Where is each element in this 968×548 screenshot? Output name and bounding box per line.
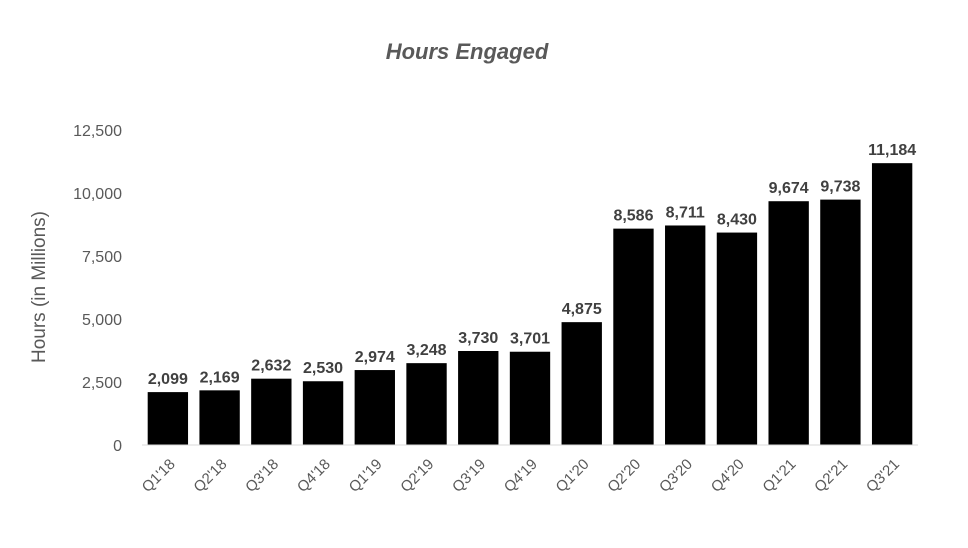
x-axis-tick-labels: Q1'18 Q2'18 Q3'18 Q4'18 Q1'19 Q2'19 Q3'19 Q4'19… — [139, 456, 903, 496]
data-label: 3,730 — [458, 330, 498, 347]
bar — [820, 199, 861, 445]
data-label: 11,184 — [868, 142, 916, 159]
y-tick-label: 2,500 — [82, 375, 122, 392]
data-label: 9,738 — [820, 179, 860, 196]
data-label: 2,632 — [251, 358, 291, 375]
bar — [354, 370, 395, 445]
data-label: 2,099 — [148, 371, 188, 388]
x-tick-label: Q3'18 — [242, 456, 282, 496]
bar — [406, 363, 447, 445]
x-tick-label: Q3'21 — [863, 456, 903, 496]
y-tick-label: 0 — [113, 438, 122, 455]
data-label: 4,875 — [562, 301, 602, 318]
x-tick-label: Q4'20 — [708, 456, 748, 496]
bar — [665, 225, 706, 445]
bar — [251, 378, 292, 445]
x-tick-label: Q2'18 — [190, 456, 230, 496]
chart-title: Hours Engaged — [386, 39, 549, 64]
data-label: 9,674 — [769, 180, 809, 197]
bar — [147, 392, 189, 445]
x-tick-label: Q3'19 — [449, 456, 489, 496]
bar — [509, 351, 551, 445]
data-label: 2,530 — [303, 360, 343, 377]
data-label: 2,974 — [355, 349, 395, 366]
x-tick-label: Q4'18 — [294, 456, 334, 496]
bar — [613, 228, 654, 445]
x-tick-label: Q3'20 — [656, 456, 696, 496]
x-tick-label: Q1'20 — [553, 456, 593, 496]
bar — [458, 351, 499, 445]
bar — [716, 232, 758, 445]
x-tick-label: Q2'20 — [604, 456, 644, 496]
bar — [768, 201, 809, 445]
y-axis-tick-labels: 0 2,500 5,000 7,500 10,000 12,500 — [73, 123, 122, 455]
y-tick-label: 7,500 — [82, 249, 122, 266]
bar — [561, 322, 602, 445]
x-tick-label: Q2'19 — [397, 456, 437, 496]
data-label: 8,430 — [717, 212, 757, 229]
bar — [199, 390, 240, 445]
bar — [302, 381, 344, 445]
data-label: 2,169 — [200, 369, 240, 386]
x-tick-label: Q2'21 — [811, 456, 851, 496]
y-tick-label: 12,500 — [73, 123, 122, 140]
x-tick-label: Q4'19 — [501, 456, 541, 496]
y-tick-label: 5,000 — [82, 312, 122, 329]
data-labels: 2,099 2,169 2,632 2,530 2,974 3,248 3,730 3,701… — [148, 142, 916, 388]
x-tick-label: Q1'21 — [759, 456, 799, 496]
data-label: 3,701 — [510, 331, 550, 348]
data-label: 8,586 — [613, 208, 653, 225]
y-tick-label: 10,000 — [73, 186, 122, 203]
y-axis-title: Hours (in Millions) — [29, 211, 50, 363]
data-label: 3,248 — [407, 342, 447, 359]
data-label: 8,711 — [666, 204, 705, 221]
bar — [871, 163, 913, 445]
x-tick-label: Q1'18 — [139, 456, 179, 496]
bars — [147, 163, 913, 445]
x-tick-label: Q1'19 — [346, 456, 386, 496]
